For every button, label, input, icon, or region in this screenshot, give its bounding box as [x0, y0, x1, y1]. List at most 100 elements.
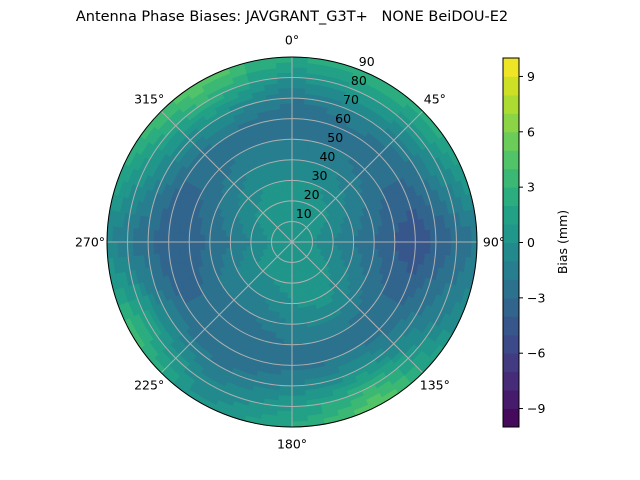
contour-cell — [424, 229, 432, 243]
contour-cell — [282, 338, 293, 346]
contour-cell — [337, 237, 344, 243]
contour-cell — [404, 241, 411, 253]
contour-cell — [278, 87, 293, 94]
polar-frame — [106, 56, 478, 428]
contour-cell — [277, 82, 293, 89]
colorbar-level — [503, 408, 519, 428]
contour-cell — [378, 241, 385, 251]
radial-tick-label: 40 — [319, 149, 335, 164]
colorbar-tick-label: 3 — [527, 180, 535, 195]
contour-cell — [158, 241, 165, 254]
contour-cell — [342, 241, 349, 248]
contour-cell — [291, 328, 301, 335]
angular-tick-label: 270° — [75, 235, 105, 250]
contour-cell — [188, 232, 196, 243]
contour-cell — [291, 180, 298, 186]
contour-cell — [224, 241, 231, 249]
angular-tick-label: 90° — [483, 235, 505, 250]
contour-cell — [353, 235, 360, 243]
colorbar-level — [503, 94, 519, 114]
contour-cell — [291, 369, 304, 376]
contour-cell — [291, 313, 300, 320]
radial-tick-label: 20 — [304, 187, 320, 202]
contour-cell — [287, 195, 293, 202]
angular-tick-label: 45° — [424, 92, 446, 107]
contour-cell — [424, 241, 432, 255]
contour-cell — [230, 236, 236, 243]
contour-cell — [284, 323, 293, 330]
contour-cell — [373, 241, 380, 250]
radial-tick-label: 70 — [343, 92, 359, 107]
contour-cell — [280, 369, 293, 376]
contour-cell — [388, 241, 396, 252]
contour-cell — [291, 128, 303, 135]
contour-cell — [219, 241, 226, 249]
contour-cell — [219, 235, 226, 243]
contour-cell — [291, 298, 298, 304]
colorbar-tick-label: 9 — [527, 69, 535, 84]
colorbar-label: Bias (mm) — [555, 210, 570, 274]
colorbar-level — [503, 371, 519, 391]
contour-cell — [173, 241, 180, 253]
contour-cell — [240, 245, 247, 252]
contour-cell — [378, 233, 385, 243]
contour-cell — [358, 241, 365, 249]
contour-cell — [291, 354, 303, 361]
contour-cell — [240, 241, 247, 247]
colorbar-level — [503, 187, 519, 207]
radial-tick-label: 80 — [351, 73, 367, 88]
colorbar-level — [503, 224, 519, 243]
contour-cell — [280, 108, 293, 115]
contour-cell — [214, 241, 221, 250]
contour-cell — [291, 149, 301, 156]
contour-cell — [178, 231, 185, 243]
contour-cell — [245, 241, 252, 247]
contour-cell — [291, 292, 298, 299]
contour-cell — [291, 303, 299, 310]
contour-cell — [235, 246, 242, 253]
colorbar-tick-label: 6 — [527, 124, 535, 139]
contour-cell — [235, 236, 242, 243]
angular-gridline — [160, 110, 424, 374]
contour-cell — [363, 234, 370, 243]
contour-cell — [194, 241, 201, 251]
contour-cell — [204, 234, 211, 243]
contour-cell — [291, 138, 302, 146]
contour-cell — [285, 169, 293, 176]
contour-cell — [288, 200, 293, 207]
contour-cell — [291, 395, 307, 402]
contour-cell — [342, 231, 349, 238]
contour-cell — [284, 159, 293, 166]
colorbar-level — [503, 260, 519, 280]
contour-cell — [286, 180, 293, 186]
colorbar-level — [503, 316, 519, 336]
contour-cell — [281, 128, 293, 135]
contour-cell — [282, 138, 293, 146]
contour-cell — [368, 241, 375, 250]
chart-title: Antenna Phase Biases: JAVGRANT_G3T+ NONE… — [75, 9, 509, 25]
contour-cell — [281, 349, 293, 356]
radial-tick-label: 50 — [327, 130, 343, 145]
colorbar-tick-label: −3 — [527, 290, 545, 305]
contour-cell — [291, 318, 300, 325]
contour-cell — [460, 226, 468, 243]
contour-cell — [276, 66, 293, 74]
radial-tick-label: 10 — [296, 206, 312, 221]
contour-cell — [440, 228, 447, 243]
contour-cell — [209, 234, 216, 243]
angular-tick-label: 0° — [285, 33, 299, 48]
contour-cell — [291, 174, 299, 181]
colorbar-level — [503, 150, 519, 170]
contour-cell — [291, 338, 302, 346]
contour-cell — [342, 236, 349, 243]
polar-grid — [107, 57, 477, 427]
contour-cell — [286, 298, 293, 304]
contour-cell — [235, 241, 242, 248]
contour-cell — [291, 82, 307, 89]
contour-cell — [152, 229, 160, 243]
contour-cell — [283, 149, 293, 156]
radial-tick-label: 60 — [335, 111, 351, 126]
contour-cell — [348, 236, 354, 243]
contour-cell — [276, 410, 293, 418]
